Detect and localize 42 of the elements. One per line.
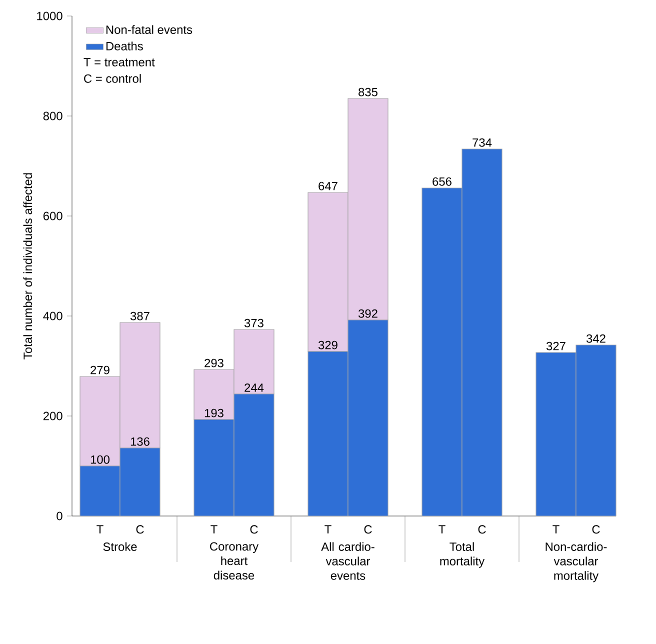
legend-label: Deaths [106, 42, 143, 50]
total-label: 342 [586, 334, 606, 343]
y-tick-label: 600 [43, 212, 62, 220]
total-label: 279 [90, 366, 110, 374]
data-label: 244 [244, 383, 264, 392]
x-tick-label: C [592, 525, 600, 534]
x-tick-label: T [96, 525, 104, 534]
y-tick-label: 800 [43, 112, 62, 120]
x-tick-label: T [210, 525, 218, 534]
annotation: C = control [84, 74, 141, 83]
text: Non-cardio-vascular mortality [546, 542, 607, 582]
x-tick-label: T [438, 525, 446, 534]
total-label: 647 [318, 182, 338, 190]
text: Stroke [103, 542, 137, 551]
x-tick-label: C [364, 525, 372, 534]
total-label: 734 [472, 138, 492, 147]
data-label: 392 [358, 309, 378, 318]
total-label: 387 [130, 312, 150, 320]
y-axis-title: Total number of individuals affected [23, 173, 32, 360]
total-label: 373 [244, 318, 264, 328]
text: Coronary heart disease [210, 542, 259, 580]
x-tick-label: T [324, 525, 332, 534]
y-tick-label: 1000 [37, 12, 62, 20]
total-label: 656 [432, 177, 452, 186]
legend-label: Non-fatal events [106, 25, 192, 34]
data-label: 136 [130, 437, 150, 446]
total-label: 327 [546, 342, 566, 350]
total-label: 293 [204, 358, 224, 368]
x-tick-label: C [250, 525, 258, 534]
x-tick-label: C [478, 525, 486, 534]
x-tick-label: C [136, 525, 144, 534]
data-label: 193 [204, 408, 224, 418]
annotation: T = treatment [84, 58, 155, 66]
y-tick-label: 400 [43, 312, 62, 320]
data-label: 329 [318, 340, 338, 350]
text: Total mortality [440, 542, 485, 568]
x-tick-label: T [552, 525, 560, 534]
text: All cardio-vascular events [321, 542, 374, 580]
data-label: 100 [90, 455, 110, 464]
y-tick-label: 200 [43, 412, 62, 420]
y-tick-label: 0 [56, 512, 62, 520]
total-label: 835 [358, 88, 378, 96]
